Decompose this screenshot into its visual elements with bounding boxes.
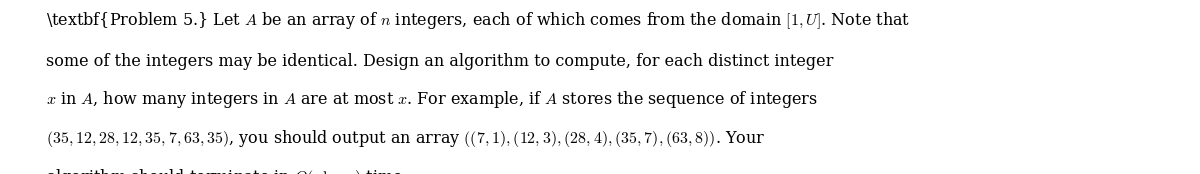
Text: algorithm should terminate in $O(n \log n)$ time.: algorithm should terminate in $O(n \log … <box>46 167 407 174</box>
Text: some of the integers may be identical. Design an algorithm to compute, for each : some of the integers may be identical. D… <box>46 53 833 70</box>
Text: $(35, 12, 28, 12, 35, 7, 63, 35)$, you should output an array $((7, 1), (12, 3),: $(35, 12, 28, 12, 35, 7, 63, 35)$, you s… <box>46 128 764 149</box>
Text: $x$ in $A$, how many integers in $A$ are at most $x$. For example, if $A$ stores: $x$ in $A$, how many integers in $A$ are… <box>46 89 817 110</box>
Text: \textbf{Problem 5.} Let $A$ be an array of $n$ integers, each of which comes fro: \textbf{Problem 5.} Let $A$ be an array … <box>46 10 910 31</box>
